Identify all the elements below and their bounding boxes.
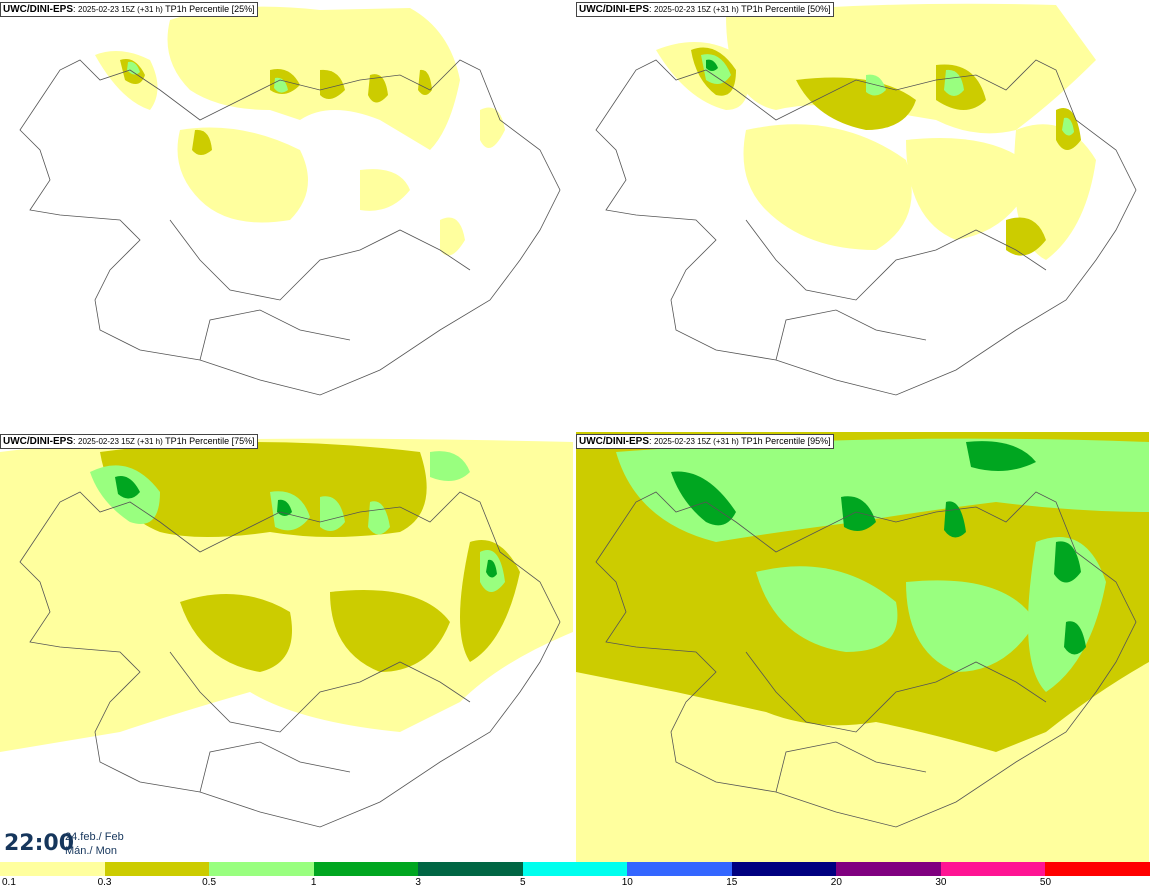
scale-swatch-4: [418, 862, 523, 876]
map-panel-p75: UWC/DINI-EPS: 2025-02-23 15Z (+31 h) TP1…: [0, 432, 573, 862]
coastline: [595, 491, 1137, 828]
field-name: TP1h Percentile [95%]: [741, 436, 831, 446]
scale-tick-label: 0.5: [202, 877, 217, 888]
precip-map: [0, 438, 573, 828]
model-name: UWC/DINI-EPS: [3, 436, 73, 447]
valid-time-box: 22:00 24.feb./ Feb Mán./ Mon: [0, 828, 136, 862]
panel-divider-horizontal: [0, 430, 1150, 432]
model-name: UWC/DINI-EPS: [579, 436, 649, 447]
scale-tick-label: 0.3: [97, 877, 112, 888]
precip-map: [595, 3, 1137, 396]
run-time: 2025-02-23 15Z (+31 h): [654, 5, 739, 14]
scale-tick-label: 20: [830, 877, 842, 888]
coastline: [19, 491, 561, 828]
run-time: 2025-02-23 15Z (+31 h): [654, 437, 739, 446]
scale-swatch-7: [731, 862, 837, 876]
field-name: TP1h Percentile [75%]: [165, 436, 255, 446]
scale-swatch-8: [836, 862, 941, 876]
field-name: TP1h Percentile [25%]: [165, 4, 255, 14]
scale-tick-label: 10: [621, 877, 633, 888]
scale-swatch-3: [313, 862, 419, 876]
model-name: UWC/DINI-EPS: [3, 4, 73, 15]
precip-fill: [576, 432, 1149, 862]
coastline: [19, 59, 561, 396]
precip-fill: [656, 3, 1096, 261]
coastline: [595, 59, 1137, 396]
valid-date: 24.feb./ Feb Mán./ Mon: [65, 830, 124, 858]
scale-tick-label: 30: [935, 877, 947, 888]
scale-tick-label: 15: [726, 877, 738, 888]
valid-date-line1: 24.feb./ Feb: [65, 831, 124, 843]
scale-tick-label: 1: [310, 877, 317, 888]
color-scale-legend: 0.1 0.3 0.5 1 3 5 10 15 20 30 50: [0, 862, 1150, 891]
scale-tick-label: 5: [519, 877, 526, 888]
run-time: 2025-02-23 15Z (+31 h): [78, 437, 163, 446]
run-time: 2025-02-23 15Z (+31 h): [78, 5, 163, 14]
map-panel-p95: UWC/DINI-EPS: 2025-02-23 15Z (+31 h) TP1…: [576, 432, 1149, 862]
scale-swatch-10: [1045, 862, 1150, 876]
field-name: TP1h Percentile [50%]: [741, 4, 831, 14]
scale-tick-label: 50: [1039, 877, 1052, 888]
scale-swatch-2: [209, 862, 314, 876]
model-name: UWC/DINI-EPS: [579, 4, 649, 15]
valid-time: 22:00: [4, 831, 75, 856]
map-panel-p25: UWC/DINI-EPS: 2025-02-23 15Z (+31 h) TP1…: [0, 0, 573, 430]
scale-swatch-1: [104, 862, 210, 876]
panel-title: UWC/DINI-EPS: 2025-02-23 15Z (+31 h) TP1…: [0, 434, 258, 449]
scale-swatch-9: [940, 862, 1046, 876]
scale-swatch-6: [627, 862, 732, 876]
panel-title: UWC/DINI-EPS: 2025-02-23 15Z (+31 h) TP1…: [576, 434, 834, 449]
precip-map: [576, 432, 1149, 862]
valid-date-line2: Mán./ Mon: [65, 845, 117, 857]
map-panel-p50: UWC/DINI-EPS: 2025-02-23 15Z (+31 h) TP1…: [576, 0, 1149, 430]
color-scale-ticks: 0.1 0.3 0.5 1 3 5 10 15 20 30 50: [0, 877, 1150, 891]
scale-swatch-5: [522, 862, 628, 876]
precip-map: [19, 6, 561, 396]
color-scale-swatches: [0, 862, 1150, 876]
scale-tick-label: 3: [415, 877, 421, 888]
precip-fill: [0, 438, 573, 752]
panel-title: UWC/DINI-EPS: 2025-02-23 15Z (+31 h) TP1…: [0, 2, 258, 17]
scale-swatch-0: [0, 862, 105, 876]
panel-title: UWC/DINI-EPS: 2025-02-23 15Z (+31 h) TP1…: [576, 2, 834, 17]
scale-tick-label: 0.1: [2, 877, 16, 888]
precip-fill: [95, 6, 505, 256]
